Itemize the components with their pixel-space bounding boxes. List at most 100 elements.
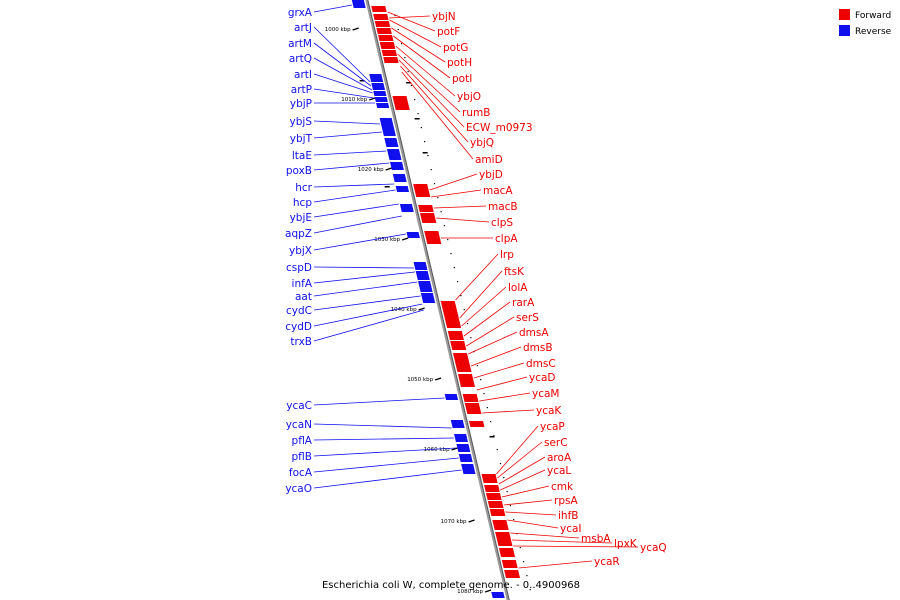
tick-label: 1060 kbp (424, 447, 450, 453)
reverse-gene-feature (351, 0, 366, 8)
forward-gene-feature (418, 205, 434, 212)
gene-connector (501, 485, 550, 498)
gene-connector (398, 59, 465, 128)
tick-group: 1000 kbp 1010 kbp 1020 kbp 1030 kbp 1040 kbp… (325, 15, 531, 595)
gene-connector (313, 397, 445, 406)
genome-axis-shadow (367, 0, 510, 600)
gene-label-dmsc: dmsC (526, 358, 556, 370)
minor-tick-dot (443, 225, 446, 227)
tick-label: 1050 kbp (407, 377, 433, 383)
tick-label: 1010 kbp (341, 97, 367, 103)
gene-connector (313, 457, 459, 473)
minor-tick-dot (463, 309, 465, 311)
gene-label-infa: infA (292, 278, 313, 290)
forward-gene-feature (381, 50, 398, 56)
gene-label-ybje: ybjE (290, 212, 312, 224)
gene-connector (470, 346, 522, 367)
minor-tick-dot (410, 85, 413, 87)
gene-label-lrp: lrp (500, 249, 514, 261)
forward-gene-feature (504, 570, 520, 578)
gene-connector (476, 376, 528, 391)
forward-gene-feature (413, 184, 431, 197)
gene-connector (512, 539, 613, 544)
gene-label-macb: macB (488, 201, 518, 213)
minor-tick-dot (513, 519, 515, 521)
reverse-gene-feature (379, 118, 396, 136)
gene-label-ltae: ltaE (292, 150, 312, 162)
gene-connector (461, 286, 507, 327)
gene-connector (433, 205, 487, 209)
gene-connector (313, 423, 452, 429)
gene-connector (313, 303, 423, 327)
forward-gene-feature (495, 532, 513, 546)
feature-marker (406, 82, 412, 84)
minor-tick-dot (414, 99, 416, 101)
gene-connector (500, 469, 546, 491)
gene-connector (313, 309, 424, 342)
minor-tick-dot (440, 211, 442, 213)
gene-connector (313, 469, 462, 489)
feature-marker (489, 436, 495, 438)
gene-connector (431, 189, 482, 198)
minor-tick-dot (493, 435, 495, 437)
gene-label-ybjq: ybjQ (470, 137, 494, 149)
minor-tick-dot (460, 295, 462, 297)
gene-label-rara: rarA (512, 297, 535, 309)
gene-label-rumb: rumB (462, 107, 490, 119)
forward-gene-feature (457, 374, 475, 387)
gene-label-ybjp: ybjP (290, 98, 312, 110)
gene-label-aat: aat (295, 291, 312, 303)
forward-gene-feature (481, 474, 498, 483)
gene-label-amid: amiD (475, 154, 503, 166)
minor-tick-dot (424, 141, 426, 143)
gene-label-maca: macA (483, 185, 513, 197)
minor-tick-dot (430, 169, 432, 171)
gene-connector (313, 437, 455, 441)
forward-gene-feature (376, 28, 392, 34)
forward-gene-feature (484, 485, 500, 492)
gene-connector (313, 131, 382, 139)
gene-connector (313, 215, 402, 234)
forward-gene-feature (450, 341, 467, 350)
gene-connector (387, 11, 436, 32)
minor-tick-dot (526, 575, 528, 577)
minor-tick-dot (417, 113, 419, 115)
gene-label-ycal: ycaL (547, 465, 571, 477)
gene-label-ybjd: ybjD (479, 169, 503, 181)
gene-label-artj: artJ (294, 22, 312, 34)
gene-label-hcr: hcr (295, 182, 312, 194)
reverse-gene-feature (376, 103, 390, 108)
forward-gene-feature (464, 403, 482, 414)
reverse-gene-feature (461, 464, 476, 474)
feature-marker (414, 118, 420, 120)
gene-connector (395, 45, 456, 97)
forward-gene-feature (498, 548, 516, 557)
gene-connector (313, 233, 407, 251)
tick-mark (368, 97, 376, 101)
forward-gene-feature (424, 231, 442, 244)
forward-gene-feature (394, 104, 410, 110)
forward-gene-feature (462, 394, 479, 402)
gene-label-rpsa: rpsA (554, 495, 578, 507)
minor-tick-dot (397, 29, 399, 31)
gene-label-potg: potG (443, 42, 468, 54)
forward-gene-feature (447, 331, 464, 340)
gene-label-ycam: ycaM (532, 388, 559, 400)
minor-tick-dot (476, 365, 479, 367)
gene-connector (455, 253, 499, 301)
gene-connector (507, 519, 559, 529)
legend-label-forward: Forward (855, 11, 891, 21)
minor-tick-dot (480, 379, 482, 381)
reverse-gene-feature (369, 74, 384, 82)
gene-connector (313, 42, 372, 87)
gene-label-ycac: ycaC (286, 400, 312, 412)
gene-connector (518, 560, 593, 569)
gene-connector (473, 362, 525, 379)
gene-label-lpxk: lpxK (614, 538, 638, 550)
gene-connector (468, 331, 518, 355)
minor-tick-dot (437, 197, 439, 199)
gene-connector (313, 447, 457, 457)
minor-tick-dot (490, 421, 492, 423)
minor-tick-dot (529, 589, 531, 591)
